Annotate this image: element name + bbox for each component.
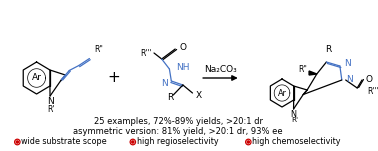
Text: N: N xyxy=(344,59,350,69)
Text: wide substrate scope: wide substrate scope xyxy=(21,138,107,146)
Text: +: + xyxy=(107,71,120,85)
Text: R': R' xyxy=(47,105,55,114)
Text: O: O xyxy=(180,42,187,51)
Text: N: N xyxy=(46,97,53,106)
Text: 25 examples, 72%-89% yields, >20:1 dr: 25 examples, 72%-89% yields, >20:1 dr xyxy=(94,117,263,125)
Text: N: N xyxy=(291,110,297,119)
Text: N: N xyxy=(345,74,352,84)
Text: high regioselectivity: high regioselectivity xyxy=(137,138,218,146)
Text: NH: NH xyxy=(176,63,190,72)
Text: R''': R''' xyxy=(140,48,152,58)
Text: R: R xyxy=(167,93,174,103)
Text: Ar: Ar xyxy=(32,74,42,82)
Circle shape xyxy=(247,141,249,143)
Circle shape xyxy=(16,141,19,143)
Text: R: R xyxy=(325,45,332,54)
Text: asymmetric version: 81% yield, >20:1 dr, 93% ee: asymmetric version: 81% yield, >20:1 dr,… xyxy=(73,127,283,135)
Text: R''': R''' xyxy=(367,87,378,96)
Text: N: N xyxy=(161,79,167,87)
Text: O: O xyxy=(366,74,373,84)
Polygon shape xyxy=(309,71,317,75)
Text: Ar: Ar xyxy=(277,88,287,98)
Text: Na₂CO₃: Na₂CO₃ xyxy=(204,66,237,74)
Circle shape xyxy=(132,141,134,143)
Text: R": R" xyxy=(94,45,103,55)
Text: R": R" xyxy=(298,66,307,74)
Text: X: X xyxy=(195,92,201,101)
Text: high chemoselectivity: high chemoselectivity xyxy=(252,138,341,146)
Text: R': R' xyxy=(291,117,298,123)
